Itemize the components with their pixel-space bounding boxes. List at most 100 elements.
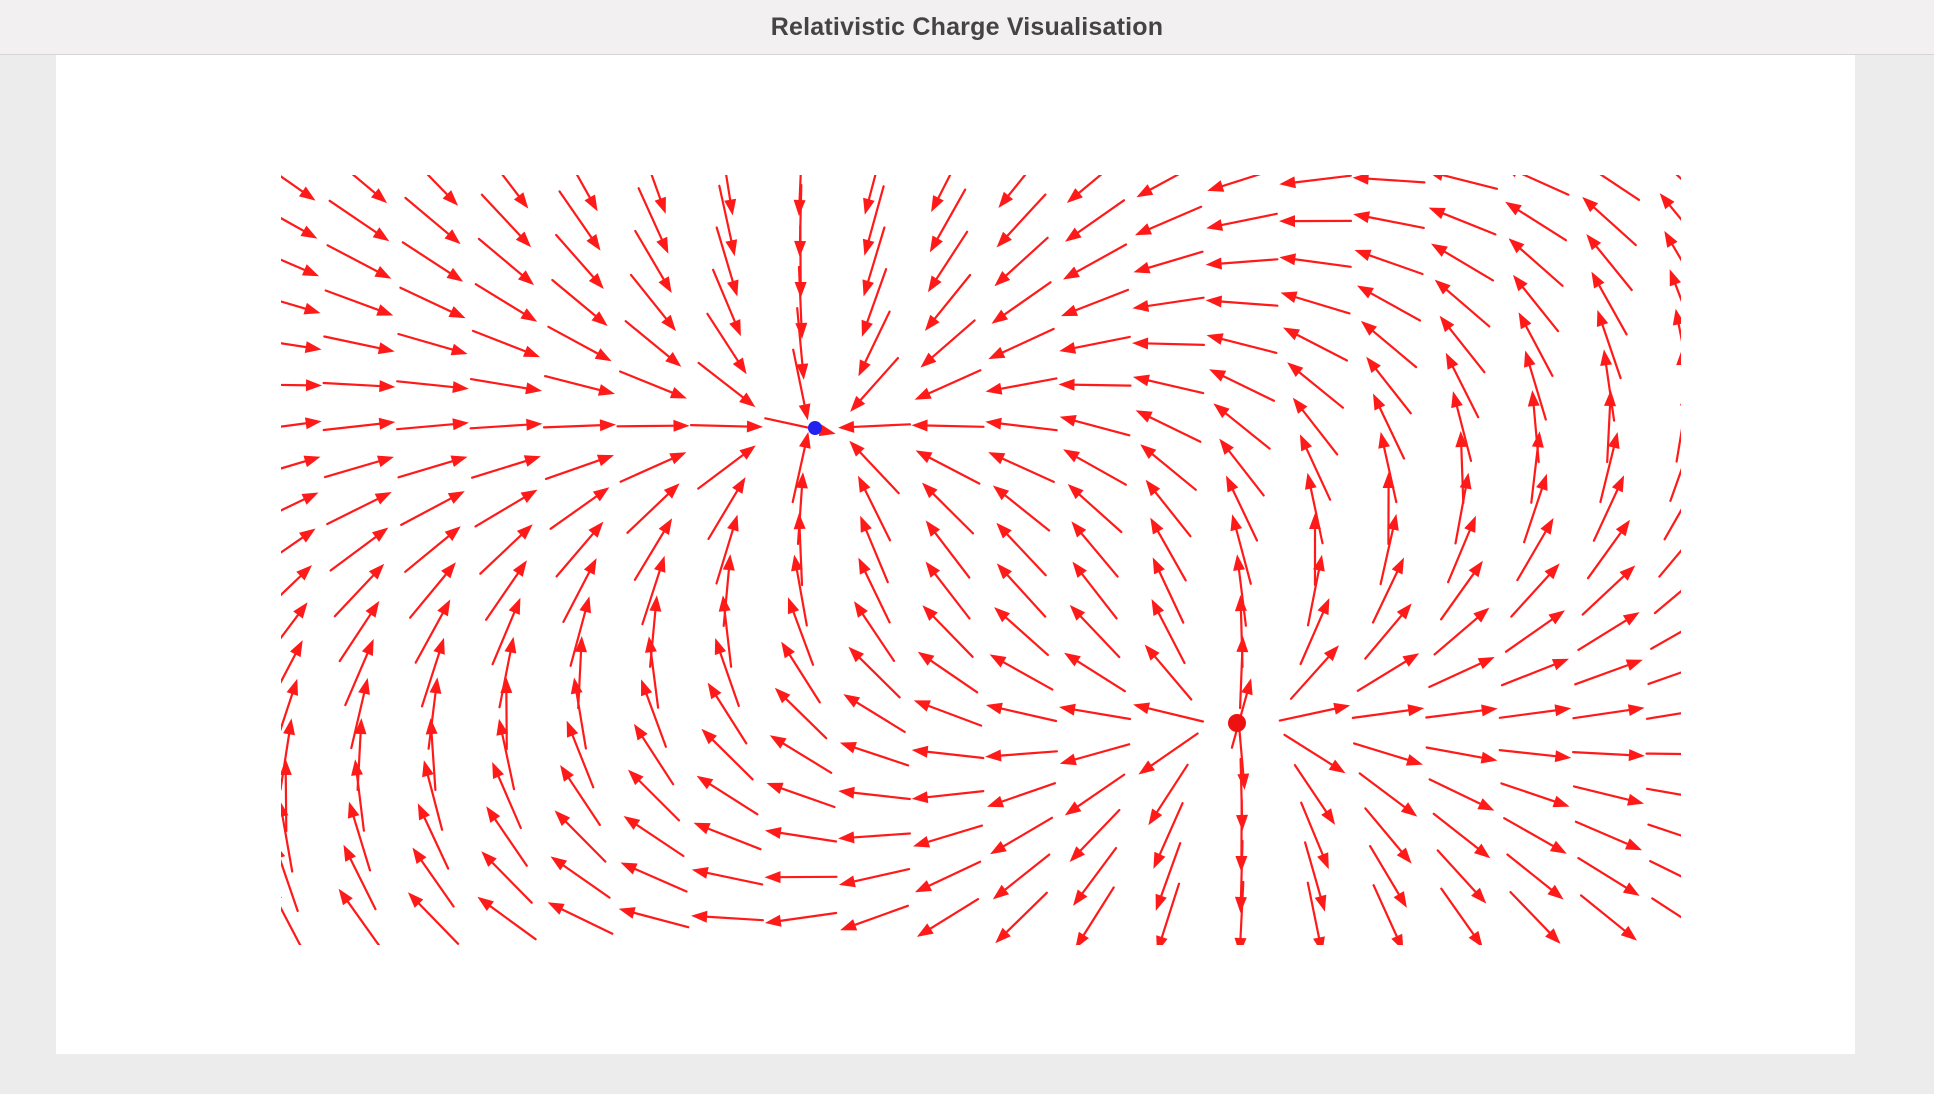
field-arrow [1059,335,1131,354]
field-arrow [569,596,591,667]
field-arrow [929,188,967,253]
field-arrow [562,558,597,624]
field-arrow [792,348,811,421]
field-arrow [409,562,456,619]
field-arrow [1373,393,1406,460]
field-arrow [1293,763,1336,825]
field-arrow [913,700,983,727]
field-arrow [1645,752,1681,756]
field-arrow [994,236,1049,287]
field-arrow [992,853,1051,900]
field-arrow [931,175,952,213]
field-arrow [322,417,396,432]
field-arrow [1358,772,1418,817]
field-arrow [858,310,891,377]
field-arrow [420,637,445,708]
field-arrow [492,762,522,830]
field-arrow [1571,749,1645,762]
field-arrow [1133,250,1204,274]
field-arrow [542,419,616,432]
field-arrow [863,175,877,215]
field-arrow [1073,846,1118,906]
field-arrow [689,420,763,433]
field-arrow [861,268,888,337]
field-arrow [281,417,322,430]
field-arrow [1233,554,1248,627]
field-arrow [1425,704,1498,719]
field-arrow [1428,207,1497,236]
field-arrow [862,226,886,297]
visualisation-canvas[interactable] [56,55,1855,1054]
field-arrow [914,860,982,893]
field-arrow [1234,595,1247,669]
field-arrow [351,759,365,832]
field-arrow [1352,175,1426,185]
field-arrow [575,175,598,212]
field-arrow [1156,882,1181,945]
field-arrow [774,687,828,740]
field-arrow [281,258,320,277]
field-arrow [1234,880,1247,945]
field-arrow [764,911,838,927]
field-arrow [396,380,469,393]
field-arrow [1059,703,1132,721]
field-arrow [469,418,543,431]
field-arrow [996,563,1047,618]
field-arrow [1066,175,1103,203]
field-arrow [920,319,976,368]
field-arrow [471,455,541,479]
field-arrow [558,190,601,251]
field-arrow [707,477,746,540]
field-arrow [706,312,747,375]
field-arrow [1512,175,1570,196]
field-arrow [1354,249,1424,276]
field-arrow [1230,514,1252,585]
field-arrow [397,332,468,356]
field-arrow [1577,856,1640,896]
field-arrow [496,718,516,791]
field-arrow [1599,432,1620,504]
field-arrow [927,230,969,293]
field-arrow [281,602,308,640]
field-arrow [1205,295,1279,308]
field-arrow [1150,517,1187,582]
field-arrow [793,175,806,216]
field-arrow [1505,201,1568,242]
field-arrow [1513,274,1560,333]
field-arrow [691,867,764,886]
field-arrow [281,341,322,353]
field-arrow [1287,362,1345,409]
negative-charge-marker[interactable] [808,421,822,435]
field-arrow [764,417,836,437]
field-arrow [547,325,612,362]
field-arrow [618,907,690,929]
field-arrow [628,769,681,822]
field-arrow [795,472,808,545]
field-arrow [911,789,985,804]
field-arrow [427,677,442,750]
field-arrow [1283,327,1349,362]
field-arrow [691,910,765,923]
field-arrow [1309,513,1321,587]
field-arrow [1133,702,1205,723]
field-arrow [1357,285,1422,322]
title-bar[interactable]: Relativistic Charge Visualisation [0,0,1934,55]
field-arrow [1647,823,1681,837]
field-arrow [1431,243,1495,282]
positive-charge-marker[interactable] [1228,714,1246,732]
field-arrow [544,454,614,480]
field-arrow [1432,812,1491,859]
field-arrow [1356,653,1420,692]
field-arrow [989,654,1054,691]
field-arrow [407,892,460,945]
field-arrow [925,520,971,579]
field-arrow [697,361,756,408]
field-arrow [1306,881,1325,945]
field-arrow [718,595,733,668]
field-arrow [991,281,1052,324]
field-arrow [338,600,380,663]
field-arrow [1522,473,1548,544]
field-arrow [485,560,527,621]
field-arrow [985,702,1058,723]
field-arrow [1586,234,1633,292]
